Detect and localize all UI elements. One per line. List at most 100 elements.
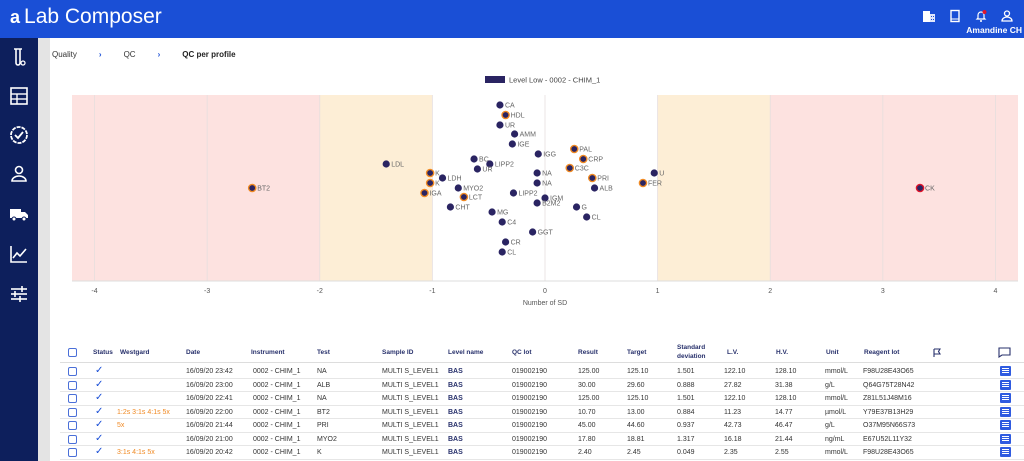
column-header[interactable]: Level name [448,349,484,356]
point-label: CA [505,103,515,110]
point-label: K [435,171,440,178]
data-point [247,183,257,193]
row-checkbox[interactable] [68,394,77,403]
row-checkbox[interactable] [68,380,77,390]
qc-lot: 019002190 [512,395,548,402]
test: K [317,449,322,456]
levey-jennings-chart: -4 -3 -2 -1 0 1 2 3 4 Number of SD Level Low - 000… [72,76,1018,307]
column-header[interactable]: QC lot [512,349,532,356]
standard-deviation: 0.884 [677,408,695,416]
point-label: ALB [600,186,614,193]
test: ALB [317,381,331,389]
high-value: 128.10 [775,395,797,402]
user-name[interactable]: Amandine CH [966,25,1022,35]
column-header[interactable]: Target [627,349,647,356]
table-row[interactable]: ✓ 16/09/20 22:41 0002 - CHIM_1 NA MULTI S_LE… [60,392,1024,406]
comment-icon[interactable] [1000,393,1011,403]
westgard-rules: 3:1s 4:1s 5x [117,449,155,456]
select-all-checkbox[interactable] [68,348,77,357]
flask-icon[interactable] [8,46,30,68]
comment-icon[interactable] [1000,433,1011,444]
column-header[interactable]: Sample ID [382,349,414,356]
data-point [534,150,542,158]
comment-icon[interactable] [1000,366,1011,376]
badge-check-icon[interactable] [8,124,30,146]
data-point [446,203,454,211]
column-header[interactable]: Status [93,349,113,356]
standard-deviation: 1.501 [677,368,695,375]
book-icon[interactable] [948,9,962,23]
unit: mmol/L [825,395,848,402]
low-value: 2.35 [724,449,738,456]
worklist-icon[interactable] [8,85,30,107]
point-label: PRI [597,176,609,183]
data-point [638,178,648,188]
point-label: C4 [507,220,516,227]
data-point [438,174,447,182]
low-value: 27.82 [724,381,742,389]
building-icon[interactable] [922,9,936,23]
comment-icon[interactable] [1000,379,1011,390]
test: MYO2 [317,435,337,443]
row-checkbox[interactable] [68,448,77,457]
x-tick-label: 2 [768,288,772,295]
column-header[interactable]: L.V. [727,349,739,356]
column-header[interactable]: Test [317,349,330,356]
truck-icon[interactable] [8,203,30,225]
comment-icon[interactable] [1000,447,1011,457]
result: 30.00 [578,381,596,389]
sample-id: MULTI S_LEVEL1 [382,395,439,402]
table-row[interactable]: ✓ 16/09/20 23:00 0002 - CHIM_1 ALB MULTI S_L… [60,379,1024,392]
row-checkbox[interactable] [68,434,77,444]
column-header[interactable]: Date [186,349,201,356]
table-row[interactable]: ✓ 16/09/20 21:00 0002 - CHIM_1 MYO2 MULTI S_… [60,433,1024,446]
user-icon[interactable] [1000,9,1014,23]
breadcrumb-qc[interactable]: QC [123,50,136,59]
sidebar-collapse-strip[interactable] [38,38,50,461]
level-name: BAS [448,435,463,443]
table-row[interactable]: ✓ 1:2s 3:1s 4:1s 5x 16/09/20 22:00 0002 - C… [60,406,1024,419]
column-header[interactable]: Result [578,349,598,356]
sliders-icon[interactable] [8,283,30,305]
standard-deviation: 1.317 [677,435,695,443]
level-name: BAS [448,408,463,416]
column-header[interactable]: Standard deviation [677,344,706,360]
table-row[interactable]: ✓ 3:1s 4:1s 5x 16/09/20 20:42 0002 - CHIM_1… [60,446,1024,460]
table-row[interactable]: ✓ 16/09/20 23:42 0002 - CHIM_1 NA MULTI S_LE… [60,365,1024,379]
data-point [533,179,541,187]
column-header[interactable]: Unit [826,349,839,356]
data-point [501,238,510,246]
point-label: IGA [429,191,441,198]
breadcrumb-quality[interactable]: Quality [52,50,77,59]
table-row[interactable]: ✓ 5x 16/09/20 21:44 0002 - CHIM_1 PRI MULTI S… [60,419,1024,433]
comment-icon[interactable] [1000,420,1011,430]
column-header[interactable]: Instrument [251,349,285,356]
flag-icon[interactable] [932,348,942,358]
data-point [454,184,462,192]
column-header[interactable]: Westgard [120,349,150,356]
app-logo[interactable]: a Lab Composer [10,5,162,29]
column-header[interactable]: Reagent lot [864,349,900,356]
high-value: 21.44 [775,435,793,443]
data-point [420,188,429,198]
high-value: 31.38 [775,381,793,389]
warning-band [319,95,433,281]
person-icon[interactable] [8,163,30,185]
column-header[interactable]: H.V. [776,349,789,356]
bell-icon[interactable] [974,9,988,23]
reagent-lot: O37M95N66S73 [863,422,916,429]
comment-icon[interactable] [1000,406,1011,417]
sample-id: MULTI S_LEVEL1 [382,368,439,375]
test: NA [317,395,327,402]
test: PRI [317,422,329,429]
comment-icon[interactable] [998,347,1011,358]
data-point [510,130,519,138]
line-chart-icon[interactable] [8,243,30,265]
error-band [72,95,320,281]
instrument: 0002 - CHIM_1 [253,449,301,456]
row-checkbox[interactable] [68,421,77,430]
status-check-icon: ✓ [95,392,104,403]
row-checkbox[interactable] [68,407,77,417]
row-checkbox[interactable] [68,367,77,376]
target: 125.10 [627,395,649,402]
